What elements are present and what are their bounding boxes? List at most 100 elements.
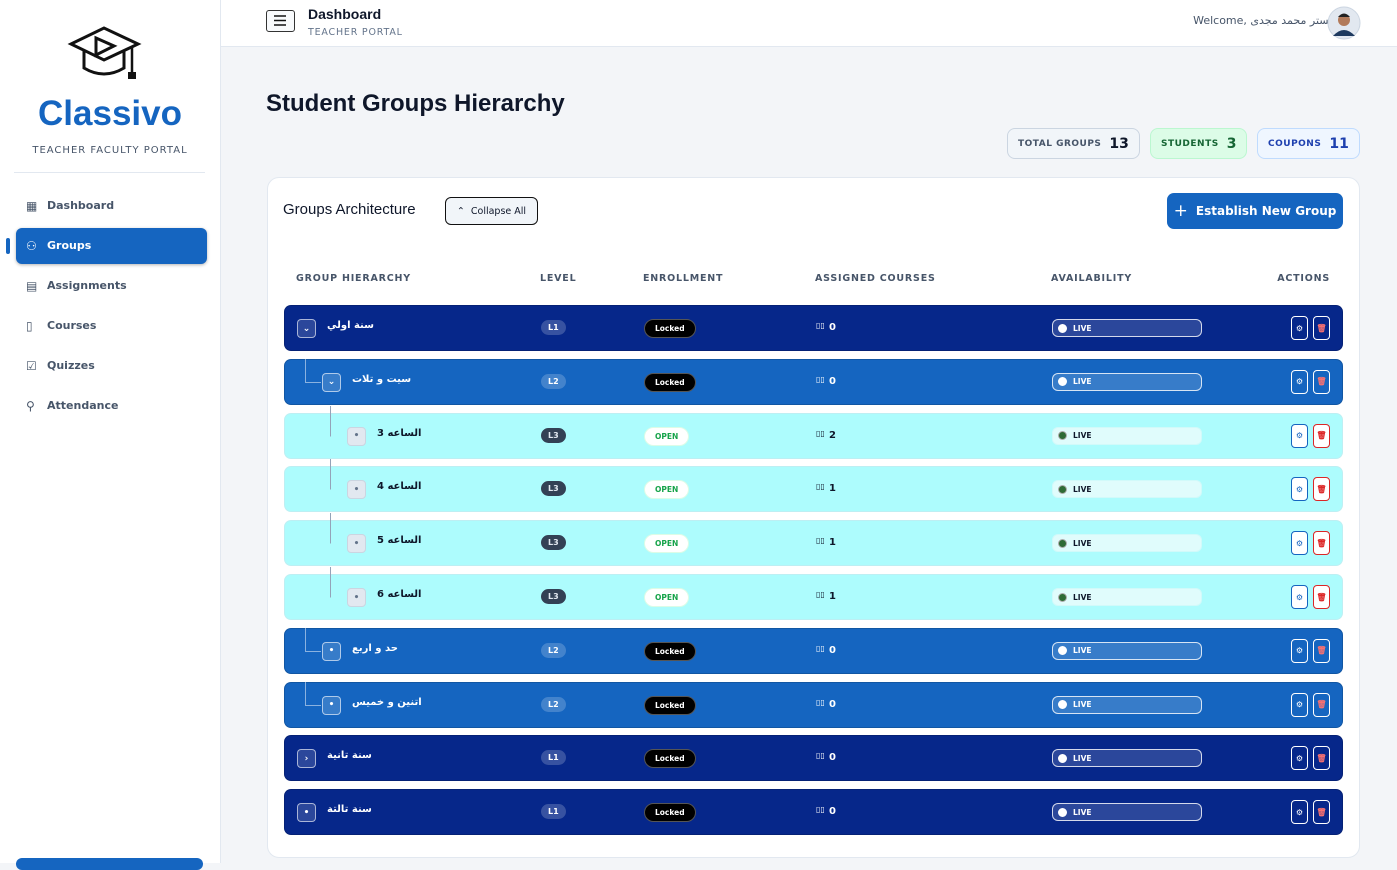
- availability: LIVE: [1052, 426, 1202, 445]
- delete-button[interactable]: 🗑: [1313, 585, 1330, 609]
- enrollment-badge: Locked: [644, 641, 696, 661]
- toggle[interactable]: ›: [297, 749, 316, 769]
- delete-button[interactable]: 🗑: [1313, 531, 1330, 556]
- icon: ⌃: [456, 205, 465, 217]
- live-dot: [1058, 431, 1067, 441]
- delete-button[interactable]: 🗑: [1313, 746, 1330, 771]
- toggle[interactable]: ⌄: [322, 372, 341, 392]
- stat-pill: TOTAL GROUPS 13: [1007, 128, 1140, 159]
- enrollment-badge: Locked: [644, 372, 696, 392]
- icon: +: [1173, 201, 1188, 221]
- column-header: ASSIGNED COURSES: [815, 273, 936, 284]
- create-button[interactable]: + Establish New Group: [1167, 193, 1343, 229]
- settings-button[interactable]: ⚙: [1291, 692, 1308, 717]
- availability: LIVE: [1052, 588, 1202, 606]
- course-count: 0: [829, 644, 836, 656]
- column-header: ENROLLMENT: [643, 273, 724, 284]
- availability-label: LIVE: [1073, 431, 1092, 441]
- delete-button[interactable]: 🗑: [1313, 316, 1330, 340]
- group-name: حد و اربع: [352, 642, 398, 654]
- toggle[interactable]: •: [347, 480, 366, 500]
- live-dot: [1058, 377, 1067, 387]
- nav-icon: ▯: [26, 319, 33, 333]
- settings-button[interactable]: ⚙: [1291, 423, 1308, 448]
- course-count: 2: [829, 429, 836, 441]
- tree-line: [305, 674, 321, 706]
- stat-label: COUPONS: [1268, 138, 1322, 149]
- delete-button[interactable]: 🗑: [1313, 800, 1330, 825]
- logout-button[interactable]: [16, 858, 203, 870]
- enrollment-badge: Locked: [644, 695, 696, 715]
- group-row: • اتنين و خميس L2 Locked ▯▯ 0 LIVE ⚙ 🗑: [284, 674, 1343, 728]
- group-name: سنة اولي: [327, 320, 374, 331]
- header: Dashboard TEACHER PORTAL Welcome, مستر م…: [221, 0, 1397, 47]
- group-row: • الساعه 5 L3 OPEN ▯▯ 1 LIVE ⚙ 🗑: [284, 513, 1343, 567]
- delete-button[interactable]: 🗑: [1313, 423, 1330, 448]
- enrollment-badge: Locked: [644, 319, 696, 338]
- live-dot: [1058, 753, 1067, 763]
- toggle[interactable]: •: [347, 534, 366, 554]
- group-name: الساعه 3: [377, 427, 422, 439]
- toggle[interactable]: •: [347, 426, 366, 446]
- nav-label: Groups: [47, 239, 92, 252]
- collapse-label: Collapse All: [470, 205, 527, 217]
- header-subtitle: TEACHER PORTAL: [308, 27, 403, 38]
- book-icon: ▯▯: [816, 751, 825, 761]
- availability-label: LIVE: [1073, 592, 1092, 602]
- nav-icon: ▦: [26, 199, 38, 213]
- settings-button[interactable]: ⚙: [1291, 477, 1308, 502]
- toggle[interactable]: •: [322, 641, 341, 661]
- level-badge: L2: [541, 642, 566, 658]
- delete-button[interactable]: 🗑: [1313, 638, 1330, 663]
- nav-item[interactable]: ⚇ Groups: [16, 228, 207, 264]
- avatar[interactable]: [1327, 6, 1361, 40]
- collapse-button[interactable]: ⌃ Collapse All: [445, 197, 538, 225]
- availability: LIVE: [1052, 480, 1202, 499]
- group-name: الساعه 4: [377, 481, 422, 493]
- level-badge: L1: [541, 320, 566, 335]
- availability: LIVE: [1052, 803, 1202, 822]
- nav-item[interactable]: ⚲ Attendance: [16, 388, 207, 424]
- availability: LIVE: [1052, 534, 1202, 553]
- menu-button[interactable]: [266, 10, 295, 32]
- availability-label: LIVE: [1073, 753, 1092, 763]
- nav-item[interactable]: ▯ Courses: [16, 308, 207, 344]
- book-icon: ▯▯: [816, 374, 825, 384]
- book-icon: ▯▯: [816, 590, 825, 599]
- settings-button[interactable]: ⚙: [1291, 800, 1308, 825]
- settings-button[interactable]: ⚙: [1291, 638, 1308, 663]
- toggle[interactable]: ⌄: [297, 319, 316, 338]
- availability-label: LIVE: [1073, 538, 1092, 548]
- live-dot: [1058, 807, 1067, 817]
- delete-button[interactable]: 🗑: [1313, 477, 1330, 502]
- toggle[interactable]: •: [322, 695, 341, 715]
- enrollment-badge: OPEN: [644, 534, 690, 554]
- nav-item[interactable]: ☑ Quizzes: [16, 348, 207, 384]
- settings-button[interactable]: ⚙: [1291, 531, 1308, 556]
- settings-button[interactable]: ⚙: [1291, 585, 1308, 609]
- availability: LIVE: [1052, 319, 1202, 337]
- nav-label: Quizzes: [47, 359, 95, 372]
- stat-pill: STUDENTS 3: [1150, 128, 1248, 159]
- live-dot: [1058, 538, 1067, 548]
- nav-icon: ▤: [26, 279, 38, 293]
- course-count: 1: [829, 591, 836, 602]
- toggle[interactable]: •: [347, 588, 366, 607]
- group-row: › سنة تانية L1 Locked ▯▯ 0 LIVE ⚙ 🗑: [284, 735, 1343, 782]
- nav-item[interactable]: ▦ Dashboard: [16, 188, 207, 224]
- settings-button[interactable]: ⚙: [1291, 369, 1308, 394]
- settings-button[interactable]: ⚙: [1291, 746, 1308, 771]
- delete-button[interactable]: 🗑: [1313, 692, 1330, 717]
- toggle[interactable]: •: [297, 803, 316, 823]
- live-dot: [1058, 592, 1067, 602]
- header-title: Dashboard: [308, 6, 382, 22]
- live-dot: [1058, 700, 1067, 710]
- settings-button[interactable]: ⚙: [1291, 316, 1308, 340]
- panel-title: Groups Architecture: [283, 201, 416, 218]
- book-icon: ▯▯: [816, 428, 825, 438]
- nav-item[interactable]: ▤ Assignments: [16, 268, 207, 304]
- group-row: ⌄ سيت و تلات L2 Locked ▯▯ 0 LIVE ⚙ 🗑: [284, 351, 1343, 405]
- delete-button[interactable]: 🗑: [1313, 369, 1330, 394]
- group-row: • حد و اربع L2 Locked ▯▯ 0 LIVE ⚙ 🗑: [284, 620, 1343, 674]
